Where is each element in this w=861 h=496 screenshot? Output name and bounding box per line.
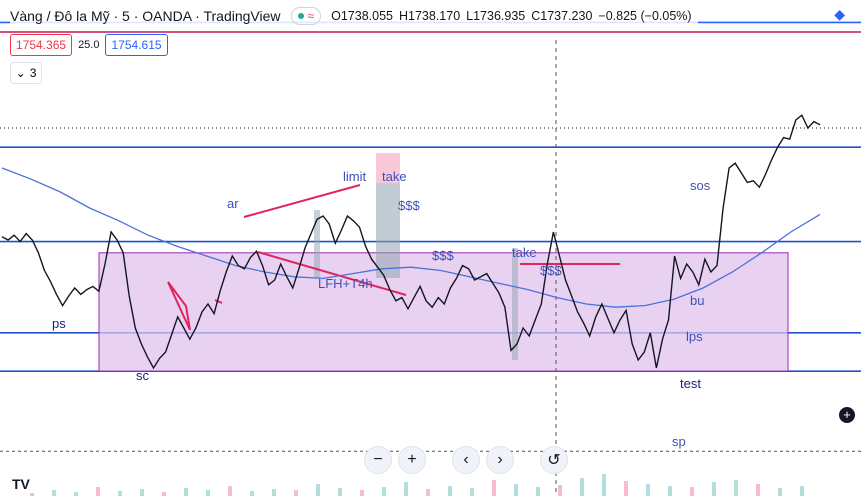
annotation-label: take xyxy=(382,169,407,184)
add-plus-icon[interactable]: + xyxy=(839,407,855,423)
volume-bar xyxy=(52,490,56,496)
volume-bar xyxy=(624,481,628,496)
volume-bar xyxy=(250,491,254,496)
marker-band-2 xyxy=(512,248,518,360)
zigzag-mark xyxy=(167,281,191,331)
volume-bar xyxy=(338,488,342,496)
annotation-label: sos xyxy=(690,178,711,193)
reset-chart-button[interactable]: ↺ xyxy=(540,446,568,474)
volume-bar xyxy=(536,487,540,496)
volume-bar xyxy=(96,487,100,496)
highlight-zones xyxy=(314,153,518,360)
volume-bar xyxy=(734,480,738,496)
volume-bar xyxy=(140,489,144,496)
scroll-right-button[interactable]: › xyxy=(486,446,514,474)
annotation-label: test xyxy=(680,376,701,391)
volume-bar xyxy=(228,486,232,496)
ohlc-open: O1738.055 xyxy=(331,9,393,23)
volume-bar xyxy=(206,490,210,496)
volume-bar xyxy=(184,488,188,496)
entry-zone xyxy=(376,183,400,278)
volume-bar xyxy=(360,490,364,496)
nav-spacer xyxy=(432,446,446,474)
volume-bar xyxy=(272,489,276,496)
volume-bar xyxy=(646,484,650,496)
chart-header: Vàng / Đô la Mỹ · 5 · OANDA · TradingVie… xyxy=(10,6,698,26)
market-status-pill[interactable]: ≈ xyxy=(290,7,322,25)
volume-bar xyxy=(558,485,562,496)
zoom-in-button[interactable]: + xyxy=(398,446,426,474)
nav-spacer xyxy=(520,446,534,474)
volume-bar xyxy=(778,488,782,496)
annotation-label: ps xyxy=(52,316,66,331)
marker-band-1 xyxy=(314,210,320,278)
volume-bar xyxy=(690,487,694,496)
volume-bar xyxy=(118,491,122,496)
ohlc-high: H1738.170 xyxy=(398,9,461,23)
trendline-upper xyxy=(243,184,361,218)
tradingview-logo-icon[interactable]: TV xyxy=(12,476,30,492)
volume-bar xyxy=(382,487,386,496)
volume-bar xyxy=(470,488,474,496)
take-profit-zone xyxy=(376,153,400,183)
volume-bar xyxy=(602,474,606,496)
annotation-label: ar xyxy=(227,196,239,211)
volume-bar xyxy=(30,493,34,496)
volume-bar xyxy=(668,486,672,496)
trendline-lower xyxy=(257,251,407,296)
volume-bar xyxy=(294,490,298,496)
annotation-label: take xyxy=(512,245,537,260)
zoom-out-button[interactable]: − xyxy=(364,446,392,474)
indicator-legend-toggle[interactable]: ⌄ 3 xyxy=(10,62,42,84)
volume-bar xyxy=(800,486,804,496)
volume-bar xyxy=(404,482,408,496)
ohlc-close: C1737.230 xyxy=(531,9,593,23)
annotation-label: LFH+T4h xyxy=(318,276,373,291)
sell-price-button[interactable]: 1754.365 xyxy=(10,34,73,56)
order-price-row: 1754.365 25.0 1754.615 xyxy=(10,34,168,56)
ohlc-change: −0.825 (−0.05%) xyxy=(598,9,692,23)
annotation-label: sc xyxy=(136,368,150,383)
price-line xyxy=(1,114,821,370)
indicator-count: 3 xyxy=(29,66,37,80)
trend-lines xyxy=(167,184,620,331)
annotation-label: $$$ xyxy=(398,198,420,213)
volume-bar xyxy=(756,484,760,496)
horizontal-lines xyxy=(0,21,861,452)
spread-value: 25.0 xyxy=(78,39,100,51)
annotation-label: bu xyxy=(690,293,704,308)
volume-bar xyxy=(580,478,584,496)
volume-bar xyxy=(514,484,518,496)
symbol-title[interactable]: Vàng / Đô la Mỹ · 5 · OANDA · TradingVie… xyxy=(10,8,281,24)
volume-bars xyxy=(30,474,804,496)
volume-bar xyxy=(74,492,78,496)
volume-bar xyxy=(316,484,320,496)
volume-bar xyxy=(162,492,166,496)
scroll-left-button[interactable]: ‹ xyxy=(452,446,480,474)
chevron-down-icon: ⌄ xyxy=(15,66,26,80)
volume-bar xyxy=(492,480,496,496)
market-open-icon xyxy=(297,13,304,19)
settings-gear-icon[interactable]: ◆ xyxy=(834,6,845,22)
status-wave-icon: ≈ xyxy=(307,9,315,23)
annotation-label: limit xyxy=(343,169,366,184)
annotation-label: $$$ xyxy=(540,263,562,278)
chart-navigation-bar: − + ‹ › ↺ xyxy=(364,446,568,474)
volume-bar xyxy=(712,482,716,496)
zigzag-extra xyxy=(214,299,223,304)
buy-price-button[interactable]: 1754.615 xyxy=(105,34,168,56)
ohlc-low: L1736.935 xyxy=(466,9,526,23)
ohlc-values: O1738.055 H1738.170 L1736.935 C1737.230 … xyxy=(331,9,691,23)
annotation-label: sp xyxy=(672,434,686,449)
annotation-label: lps xyxy=(686,329,703,344)
moving-average-line xyxy=(1,167,821,308)
annotation-label: $$$ xyxy=(432,248,454,263)
volume-bar xyxy=(426,489,430,496)
volume-bar xyxy=(448,486,452,496)
